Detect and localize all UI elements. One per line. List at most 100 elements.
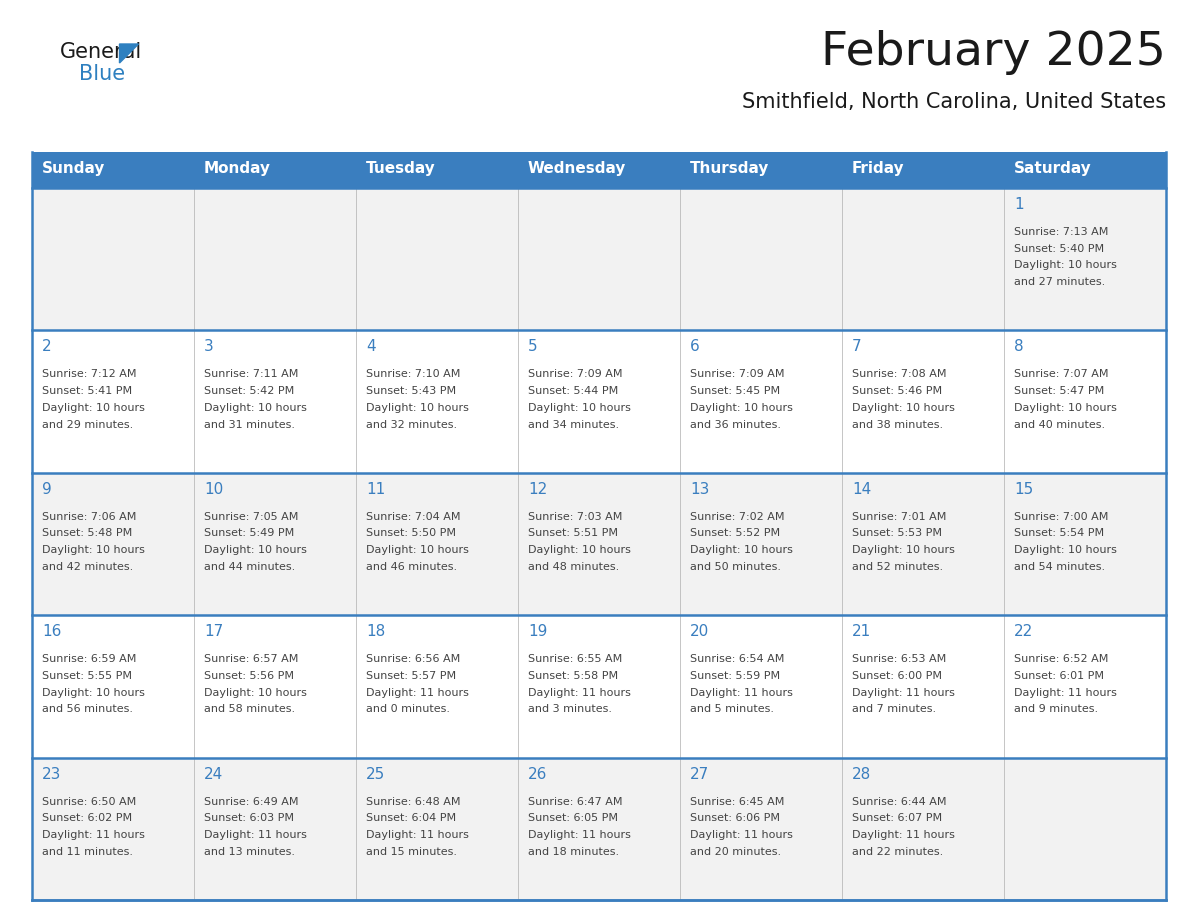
Text: Friday: Friday <box>852 161 904 175</box>
Text: Daylight: 10 hours: Daylight: 10 hours <box>42 688 145 698</box>
Text: Sunset: 5:54 PM: Sunset: 5:54 PM <box>1015 529 1104 539</box>
Text: and 13 minutes.: and 13 minutes. <box>204 846 295 856</box>
Text: Sunrise: 6:52 AM: Sunrise: 6:52 AM <box>1015 655 1108 665</box>
Bar <box>32 188 1165 330</box>
Polygon shape <box>120 44 139 63</box>
Bar <box>32 757 1165 900</box>
Text: 5: 5 <box>527 340 538 354</box>
Text: and 15 minutes.: and 15 minutes. <box>366 846 457 856</box>
Text: and 31 minutes.: and 31 minutes. <box>204 420 295 430</box>
Text: Sunset: 6:04 PM: Sunset: 6:04 PM <box>366 813 456 823</box>
Text: Daylight: 10 hours: Daylight: 10 hours <box>527 545 631 555</box>
Text: Sunset: 5:52 PM: Sunset: 5:52 PM <box>690 529 781 539</box>
Text: Sunday: Sunday <box>42 161 106 175</box>
Text: 22: 22 <box>1015 624 1034 639</box>
Text: 15: 15 <box>1015 482 1034 497</box>
Text: and 46 minutes.: and 46 minutes. <box>366 562 457 572</box>
Text: Sunrise: 7:03 AM: Sunrise: 7:03 AM <box>527 512 623 521</box>
Text: and 20 minutes.: and 20 minutes. <box>690 846 782 856</box>
Text: Sunset: 5:57 PM: Sunset: 5:57 PM <box>366 671 456 681</box>
Text: Sunset: 5:51 PM: Sunset: 5:51 PM <box>527 529 618 539</box>
Text: Sunrise: 7:07 AM: Sunrise: 7:07 AM <box>1015 369 1108 379</box>
Text: and 32 minutes.: and 32 minutes. <box>366 420 457 430</box>
Text: Daylight: 11 hours: Daylight: 11 hours <box>690 688 792 698</box>
Text: 24: 24 <box>204 767 223 781</box>
Text: and 48 minutes.: and 48 minutes. <box>527 562 619 572</box>
Text: Sunrise: 7:09 AM: Sunrise: 7:09 AM <box>527 369 623 379</box>
Text: and 50 minutes.: and 50 minutes. <box>690 562 781 572</box>
Text: Sunrise: 6:49 AM: Sunrise: 6:49 AM <box>204 797 298 807</box>
Bar <box>32 152 1165 188</box>
Text: Sunrise: 7:11 AM: Sunrise: 7:11 AM <box>204 369 298 379</box>
Text: Sunset: 5:44 PM: Sunset: 5:44 PM <box>527 386 618 396</box>
Text: Sunrise: 6:59 AM: Sunrise: 6:59 AM <box>42 655 137 665</box>
Text: Saturday: Saturday <box>1015 161 1092 175</box>
Text: 19: 19 <box>527 624 548 639</box>
Text: Wednesday: Wednesday <box>527 161 626 175</box>
Bar <box>32 473 1165 615</box>
Text: Daylight: 10 hours: Daylight: 10 hours <box>852 403 955 413</box>
Text: 23: 23 <box>42 767 62 781</box>
Text: Sunrise: 6:45 AM: Sunrise: 6:45 AM <box>690 797 784 807</box>
Text: 20: 20 <box>690 624 709 639</box>
Text: 16: 16 <box>42 624 62 639</box>
Text: 14: 14 <box>852 482 871 497</box>
Text: Sunset: 5:49 PM: Sunset: 5:49 PM <box>204 529 295 539</box>
Text: Sunrise: 6:50 AM: Sunrise: 6:50 AM <box>42 797 137 807</box>
Text: Sunset: 5:59 PM: Sunset: 5:59 PM <box>690 671 781 681</box>
Text: Daylight: 11 hours: Daylight: 11 hours <box>366 688 469 698</box>
Text: 26: 26 <box>527 767 548 781</box>
Text: Daylight: 10 hours: Daylight: 10 hours <box>366 403 469 413</box>
Text: and 56 minutes.: and 56 minutes. <box>42 704 133 714</box>
Text: and 54 minutes.: and 54 minutes. <box>1015 562 1105 572</box>
Text: and 36 minutes.: and 36 minutes. <box>690 420 781 430</box>
Text: 8: 8 <box>1015 340 1024 354</box>
Text: and 11 minutes.: and 11 minutes. <box>42 846 133 856</box>
Text: Sunset: 6:07 PM: Sunset: 6:07 PM <box>852 813 942 823</box>
Text: Blue: Blue <box>80 63 126 84</box>
Text: 27: 27 <box>690 767 709 781</box>
Text: 7: 7 <box>852 340 861 354</box>
Text: Sunset: 5:42 PM: Sunset: 5:42 PM <box>204 386 295 396</box>
Text: and 22 minutes.: and 22 minutes. <box>852 846 943 856</box>
Text: Sunrise: 6:44 AM: Sunrise: 6:44 AM <box>852 797 947 807</box>
Text: and 18 minutes.: and 18 minutes. <box>527 846 619 856</box>
Text: and 27 minutes.: and 27 minutes. <box>1015 277 1105 287</box>
Text: and 0 minutes.: and 0 minutes. <box>366 704 450 714</box>
Text: Sunrise: 7:06 AM: Sunrise: 7:06 AM <box>42 512 137 521</box>
Text: Daylight: 11 hours: Daylight: 11 hours <box>42 830 145 840</box>
Text: Sunrise: 6:56 AM: Sunrise: 6:56 AM <box>366 655 460 665</box>
Text: Tuesday: Tuesday <box>366 161 436 175</box>
Text: Sunrise: 6:55 AM: Sunrise: 6:55 AM <box>527 655 623 665</box>
Text: 1: 1 <box>1015 197 1024 212</box>
Text: and 34 minutes.: and 34 minutes. <box>527 420 619 430</box>
Text: Sunset: 5:46 PM: Sunset: 5:46 PM <box>852 386 942 396</box>
Text: Sunset: 6:00 PM: Sunset: 6:00 PM <box>852 671 942 681</box>
Text: Daylight: 10 hours: Daylight: 10 hours <box>1015 403 1117 413</box>
Text: Sunset: 6:03 PM: Sunset: 6:03 PM <box>204 813 293 823</box>
Text: Sunset: 5:45 PM: Sunset: 5:45 PM <box>690 386 781 396</box>
Text: Sunset: 5:58 PM: Sunset: 5:58 PM <box>527 671 618 681</box>
Text: 18: 18 <box>366 624 385 639</box>
Text: and 44 minutes.: and 44 minutes. <box>204 562 296 572</box>
Text: Sunset: 6:01 PM: Sunset: 6:01 PM <box>1015 671 1104 681</box>
Text: Smithfield, North Carolina, United States: Smithfield, North Carolina, United State… <box>741 92 1165 112</box>
Text: 4: 4 <box>366 340 375 354</box>
Text: Sunrise: 6:53 AM: Sunrise: 6:53 AM <box>852 655 947 665</box>
Text: Daylight: 11 hours: Daylight: 11 hours <box>366 830 469 840</box>
Text: Thursday: Thursday <box>690 161 770 175</box>
Text: Daylight: 10 hours: Daylight: 10 hours <box>204 545 307 555</box>
Text: Sunset: 5:40 PM: Sunset: 5:40 PM <box>1015 243 1104 253</box>
Text: Sunrise: 7:00 AM: Sunrise: 7:00 AM <box>1015 512 1108 521</box>
Text: 10: 10 <box>204 482 223 497</box>
Text: General: General <box>61 42 143 62</box>
Text: Sunrise: 7:02 AM: Sunrise: 7:02 AM <box>690 512 784 521</box>
Text: and 52 minutes.: and 52 minutes. <box>852 562 943 572</box>
Text: Daylight: 10 hours: Daylight: 10 hours <box>42 545 145 555</box>
Text: and 7 minutes.: and 7 minutes. <box>852 704 936 714</box>
Text: Daylight: 10 hours: Daylight: 10 hours <box>1015 261 1117 271</box>
Text: Daylight: 10 hours: Daylight: 10 hours <box>1015 545 1117 555</box>
Text: Daylight: 11 hours: Daylight: 11 hours <box>852 830 955 840</box>
Text: Daylight: 10 hours: Daylight: 10 hours <box>204 688 307 698</box>
Text: 11: 11 <box>366 482 385 497</box>
